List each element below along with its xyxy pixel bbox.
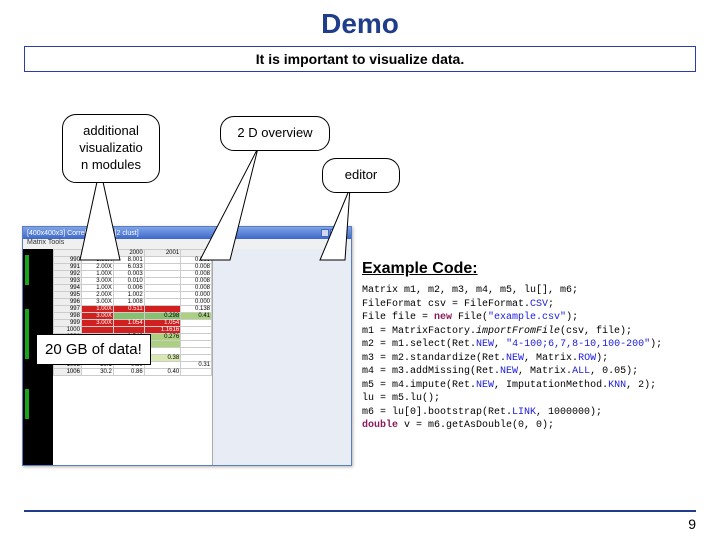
- code-heading: Example Code:: [362, 260, 708, 278]
- close-icon: [339, 229, 347, 237]
- editor-panel: [213, 249, 351, 465]
- maximize-icon: [330, 229, 338, 237]
- footer-rule: [24, 510, 696, 512]
- code-block: Matrix m1, m2, m3, m4, m5, lu[], m6; Fil…: [362, 284, 708, 433]
- window-title-text: [400x400x3] Correlations ... [2 clust]: [27, 230, 139, 237]
- callout-editor: editor: [322, 158, 400, 193]
- window-menubar: Matrix Tools: [23, 239, 351, 249]
- subtitle-box: It is important to visualize data.: [24, 46, 696, 72]
- callout-additional-modules: additionalvisualization modules: [62, 114, 160, 183]
- slide-title: Demo: [0, 0, 720, 40]
- callout-2d-overview: 2 D overview: [220, 116, 330, 151]
- data-size-callout: 20 GB of data!: [36, 334, 151, 365]
- example-code-area: Example Code: Matrix m1, m2, m3, m4, m5,…: [362, 260, 708, 433]
- window-buttons: [321, 229, 347, 237]
- minimize-icon: [321, 229, 329, 237]
- window-titlebar: [400x400x3] Correlations ... [2 clust]: [23, 227, 351, 239]
- page-number: 9: [688, 516, 696, 532]
